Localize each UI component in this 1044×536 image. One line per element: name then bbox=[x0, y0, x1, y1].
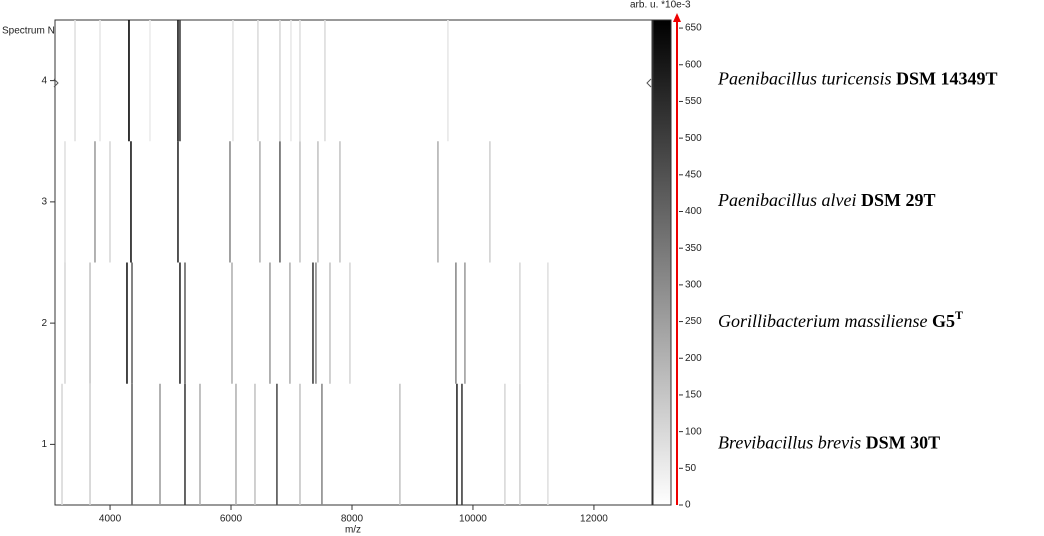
species-name: Paenibacillus turicensis bbox=[717, 69, 891, 89]
colorbar-tick-label: 400 bbox=[685, 206, 702, 217]
y-tick-label: 2 bbox=[41, 318, 47, 329]
colorbar-tick-label: 350 bbox=[685, 243, 702, 254]
y-tick-label: 1 bbox=[41, 439, 47, 450]
colorbar-tick-label: 450 bbox=[685, 169, 702, 180]
colorbar-tick-label: 100 bbox=[685, 426, 702, 437]
strain: DSM 14349T bbox=[896, 69, 998, 89]
x-tick-label: 12000 bbox=[580, 514, 608, 525]
strain: DSM 29T bbox=[861, 190, 936, 210]
species-name: Brevibacillus brevis bbox=[718, 433, 861, 453]
species-name: Gorillibacterium massiliense bbox=[718, 311, 928, 331]
colorbar-tick-label: 300 bbox=[685, 280, 702, 291]
colorbar-tick-label: 600 bbox=[685, 59, 702, 70]
colorbar-tick-label: 50 bbox=[685, 463, 697, 474]
colorbar-arrow-head bbox=[673, 13, 681, 22]
colorbar-tick-label: 250 bbox=[685, 316, 702, 327]
marker bbox=[646, 78, 652, 88]
colorbar bbox=[652, 19, 672, 506]
strain: G5 bbox=[932, 311, 955, 331]
marker bbox=[53, 78, 59, 88]
species-label: Brevibacillus brevis DSM 30T bbox=[718, 433, 940, 453]
plot-frame bbox=[54, 19, 653, 506]
y-tick-label: 4 bbox=[41, 75, 47, 86]
y-tick-label: 3 bbox=[41, 197, 47, 208]
y-axis-label: Spectrum Number bbox=[2, 26, 84, 37]
colorbar-tick-label: 500 bbox=[685, 133, 702, 144]
x-tick-label: 4000 bbox=[99, 514, 122, 525]
x-axis-label: m/z bbox=[345, 525, 361, 536]
species-label: Gorillibacterium massiliense G5T bbox=[718, 308, 963, 331]
colorbar-tick-label: 0 bbox=[685, 500, 691, 511]
strain: DSM 30T bbox=[866, 433, 941, 453]
species-label: Paenibacillus turicensis DSM 14349T bbox=[717, 69, 998, 89]
colorbar-tick-label: 650 bbox=[685, 23, 702, 34]
x-tick-label: 8000 bbox=[341, 514, 364, 525]
x-tick-label: 6000 bbox=[220, 514, 243, 525]
colorbar-tick-label: 200 bbox=[685, 353, 702, 364]
strain-superscript: T bbox=[955, 308, 963, 322]
x-tick-label: 10000 bbox=[459, 514, 487, 525]
species-label: Paenibacillus alvei DSM 29T bbox=[717, 190, 935, 210]
colorbar-tick-label: 150 bbox=[685, 390, 702, 401]
species-name: Paenibacillus alvei bbox=[717, 190, 856, 210]
colorbar-tick-label: 550 bbox=[685, 96, 702, 107]
colorbar-label: arb. u. *10e-3 bbox=[630, 0, 691, 11]
